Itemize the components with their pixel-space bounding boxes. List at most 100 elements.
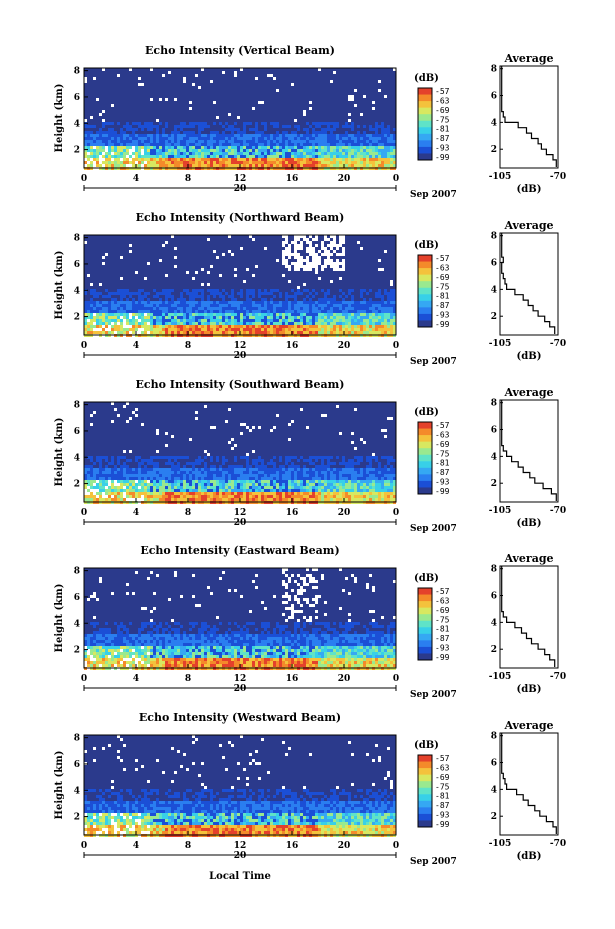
heatmap-cell xyxy=(156,161,159,164)
heatmap-cell xyxy=(234,295,237,298)
panel-title: Echo Intensity (Northward Beam) xyxy=(136,211,345,224)
heatmap-cell xyxy=(264,247,267,250)
heatmap-cell xyxy=(135,146,138,149)
heatmap-cell xyxy=(96,459,99,462)
heatmap-cell xyxy=(168,313,171,316)
heatmap-cell xyxy=(180,298,183,301)
heatmap-cell xyxy=(312,161,315,164)
heatmap-cell xyxy=(183,325,186,328)
heatmap-cell xyxy=(303,459,306,462)
heatmap-cell xyxy=(246,131,249,134)
heatmap-cell xyxy=(90,316,93,319)
heatmap-cell xyxy=(231,474,234,477)
heatmap-cell xyxy=(120,137,123,140)
heatmap-cell xyxy=(264,456,267,459)
heatmap-cell xyxy=(390,155,393,158)
heatmap-cell xyxy=(276,498,279,501)
heatmap-cell xyxy=(180,301,183,304)
heatmap-cell xyxy=(147,489,150,492)
date-label: Sep 2007 xyxy=(410,190,457,200)
heatmap-cell xyxy=(342,235,345,238)
heatmap-cell xyxy=(138,462,141,465)
heatmap-cell xyxy=(243,155,246,158)
heatmap-cell xyxy=(351,319,354,322)
heatmap-cell xyxy=(219,319,222,322)
heatmap-cell xyxy=(282,492,285,495)
heatmap-cell xyxy=(120,474,123,477)
heatmap-cell xyxy=(183,465,186,468)
heatmap-cell xyxy=(327,155,330,158)
heatmap-cell xyxy=(129,480,132,483)
heatmap-cell xyxy=(273,307,276,310)
heatmap-cell xyxy=(180,313,183,316)
heatmap-cell xyxy=(294,128,297,131)
heatmap-cell xyxy=(297,122,300,125)
heatmap-cell xyxy=(387,158,390,161)
heatmap-cell xyxy=(105,301,108,304)
heatmap-cell xyxy=(87,289,90,292)
colorbar-swatch xyxy=(418,120,432,128)
heatmap-cell xyxy=(147,456,150,459)
heatmap-cell xyxy=(222,459,225,462)
heatmap-cell xyxy=(258,301,261,304)
heatmap-cell xyxy=(291,325,294,328)
heatmap-cell xyxy=(303,456,306,459)
heatmap-cell xyxy=(99,155,102,158)
heatmap-cell xyxy=(276,477,279,480)
heatmap-cell xyxy=(300,316,303,319)
heatmap-cell xyxy=(129,161,132,164)
heatmap-cell xyxy=(180,307,183,310)
heatmap-cell xyxy=(252,140,255,143)
heatmap-cell xyxy=(150,161,153,164)
heatmap-cell xyxy=(192,125,195,128)
heatmap-cell xyxy=(117,483,120,486)
heatmap-cell xyxy=(90,298,93,301)
heatmap-cell xyxy=(375,295,378,298)
heatmap-cell xyxy=(279,301,282,304)
heatmap-cell xyxy=(339,331,342,334)
colorbar-swatch xyxy=(418,88,432,96)
heatmap-cell xyxy=(222,307,225,310)
heatmap-cell xyxy=(249,322,252,325)
heatmap-cell xyxy=(216,313,219,316)
heatmap-cell xyxy=(237,465,240,468)
heatmap-cell xyxy=(237,125,240,128)
heatmap-cell xyxy=(150,295,153,298)
heatmap-cell xyxy=(348,146,351,149)
heatmap-cell xyxy=(297,468,300,471)
heatmap-cell xyxy=(318,295,321,298)
heatmap-cell xyxy=(288,131,291,134)
heatmap-cell xyxy=(249,489,252,492)
heatmap-cell xyxy=(297,131,300,134)
heatmap-cell xyxy=(84,307,87,310)
heatmap-cell xyxy=(288,158,291,161)
heatmap-cell xyxy=(165,304,168,307)
heatmap-cell xyxy=(300,459,303,462)
heatmap-cell xyxy=(369,137,372,140)
heatmap-cell xyxy=(252,289,255,292)
heatmap-cell xyxy=(231,331,234,334)
heatmap-cell xyxy=(231,438,234,441)
heatmap-cell xyxy=(333,122,336,125)
heatmap-cell xyxy=(384,95,387,98)
heatmap-cell xyxy=(306,143,309,146)
heatmap-cell xyxy=(318,134,321,137)
heatmap-cell xyxy=(336,262,339,265)
heatmap-cell xyxy=(222,474,225,477)
heatmap-cell xyxy=(273,158,276,161)
heatmap-cell xyxy=(372,161,375,164)
heatmap-cell xyxy=(348,164,351,167)
profile-x-label: -105 xyxy=(489,339,512,349)
heatmap-cell xyxy=(102,486,105,489)
heatmap-cell xyxy=(261,146,264,149)
heatmap-cell xyxy=(234,328,237,331)
heatmap-cell xyxy=(234,71,237,74)
heatmap-cell xyxy=(360,292,363,295)
heatmap-cell xyxy=(156,137,159,140)
heatmap-cell xyxy=(387,125,390,128)
heatmap-cell xyxy=(180,465,183,468)
heatmap-cell xyxy=(114,155,117,158)
heatmap-cell xyxy=(348,322,351,325)
heatmap-cell xyxy=(177,483,180,486)
